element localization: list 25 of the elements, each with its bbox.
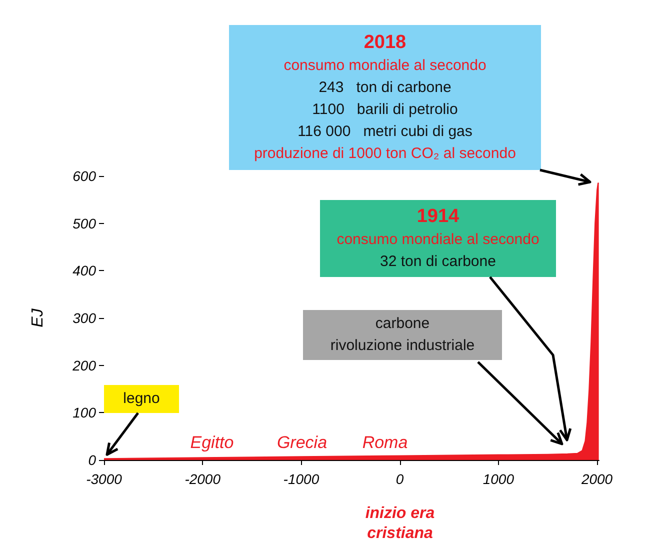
annotation: Roma	[361, 432, 409, 454]
annotation: carbone rivoluzione industriale	[330, 314, 475, 356]
y-axis-title: EJ	[30, 308, 46, 328]
text: inizio era cristiana	[364, 504, 436, 543]
x-tick-label: -1000	[283, 471, 320, 487]
y-tick-label: 200	[72, 357, 96, 374]
y-tick-label: 300	[72, 310, 96, 326]
y-tick-label: 0	[88, 452, 96, 468]
note-box: 1914 consumo mondiale al secondo 32 ton di carbone	[320, 200, 556, 277]
annotation: Grecia	[276, 432, 328, 454]
y-tick-label: 600	[72, 168, 96, 184]
y-tick-label: 400	[72, 262, 96, 279]
y-tick-label: 100	[72, 404, 96, 421]
annotation: Egitto	[189, 432, 235, 454]
x-tick-label: -3000	[86, 471, 122, 487]
annotation: legno	[123, 389, 160, 409]
x-tick-label: 2000	[580, 471, 613, 487]
y-tick-label: 500	[72, 215, 96, 232]
x-tick-label: 0	[396, 471, 404, 487]
note-box: 2018 consumo mondiale al secondo 243 ton di carbone 1100 barili di petrolio 116 000 metri cubi di gas produzione di 1000 ton CO₂ al secondo	[229, 25, 541, 170]
x-tick-label: -2000	[184, 471, 221, 487]
note-box: legno	[104, 385, 179, 413]
note-box: carbone rivoluzione industriale	[303, 310, 502, 360]
x-tick-label: 1000	[482, 471, 514, 487]
annotation: 1914 consumo mondiale al secondo 32 ton di carbone	[336, 204, 540, 272]
